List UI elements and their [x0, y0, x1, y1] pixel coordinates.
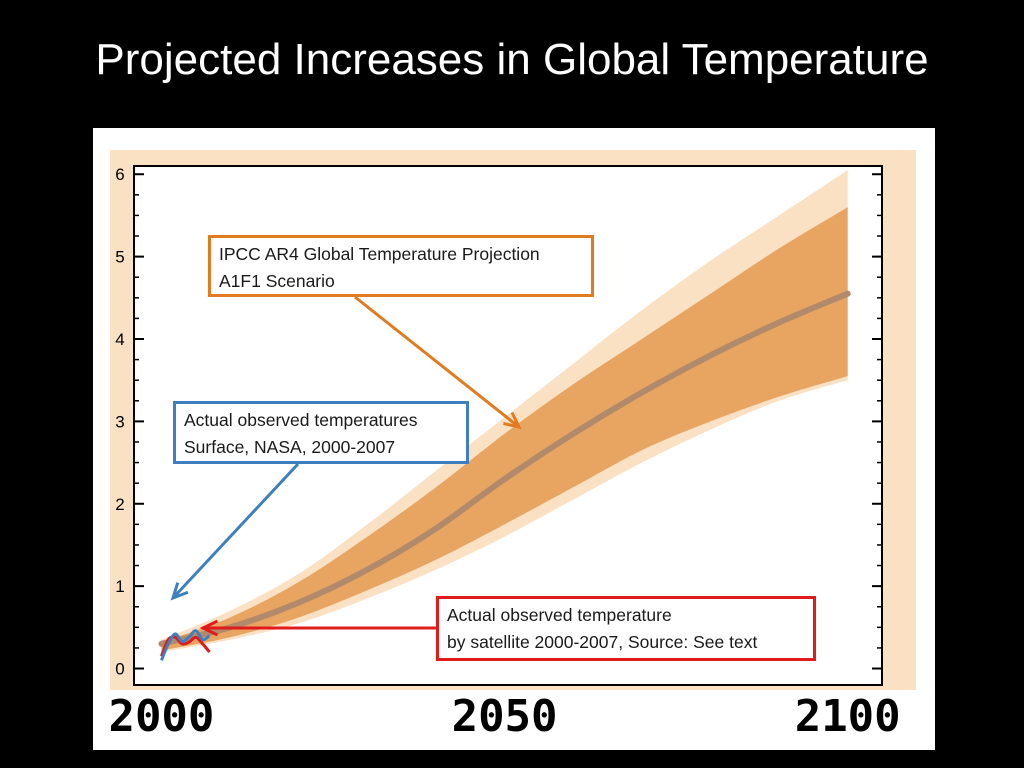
projection-mean-line — [158, 290, 851, 647]
ipcc-projection-callout: IPCC AR4 Global Temperature Projection A… — [208, 235, 594, 297]
x-tick-label: 2100 — [795, 691, 901, 742]
projection-inner-band — [161, 207, 848, 651]
y-tick-label: 1 — [115, 577, 124, 596]
y-tick-label: 4 — [115, 330, 124, 349]
satellite-arrow-head — [199, 619, 219, 637]
y-tick-label: 6 — [115, 165, 124, 184]
y-tick-label: 5 — [115, 248, 124, 267]
plot-frame — [133, 165, 883, 686]
x-tick-label: 2000 — [108, 691, 214, 742]
satellite-observed-callout: Actual observed temperature by satellite… — [436, 596, 816, 661]
satellite-callout-line1: Actual observed temperature — [447, 605, 672, 625]
nasa-arrow — [171, 462, 300, 600]
nasa-callout-line1: Actual observed temperatures — [184, 410, 418, 430]
satellite-callout-line2: by satellite 2000-2007, Source: See text — [447, 632, 758, 652]
ipcc-arrow — [354, 295, 520, 429]
ipcc-callout-line2: A1F1 Scenario — [219, 271, 335, 291]
projection-outer-band — [161, 170, 848, 653]
observed-nasa-line — [160, 629, 211, 661]
nasa-arrow-head — [170, 582, 189, 601]
observed-satellite-line — [160, 635, 211, 657]
slide-title: Projected Increases in Global Temperatur… — [95, 35, 929, 84]
x-tick-label: 2050 — [452, 691, 558, 742]
y-tick-label: 3 — [115, 412, 124, 431]
ipcc-callout-line1: IPCC AR4 Global Temperature Projection — [219, 244, 540, 264]
nasa-observed-callout: Actual observed temperatures Surface, NA… — [173, 401, 469, 464]
y-tick-label: 2 — [115, 495, 124, 514]
y-tick-label: 0 — [115, 660, 124, 679]
nasa-callout-line2: Surface, NASA, 2000-2007 — [184, 437, 396, 457]
ipcc-arrow-head — [503, 411, 522, 430]
figure-panel: 0 1 2 3 4 5 6 2000 2050 2100 IPCC AR4 Global Temp… — [93, 128, 935, 750]
